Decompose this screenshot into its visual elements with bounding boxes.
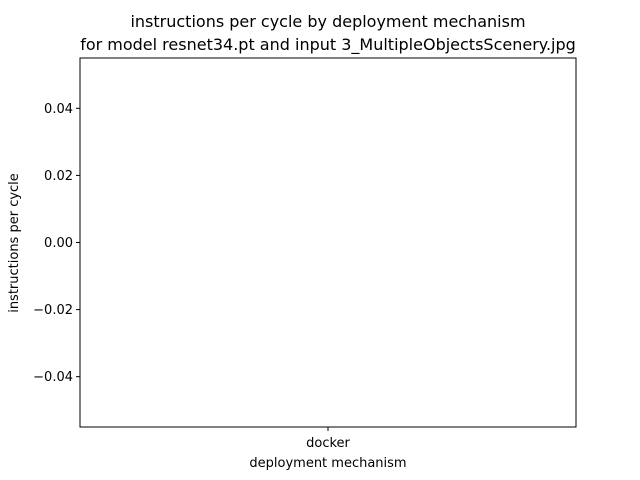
plot-area <box>79 57 577 428</box>
y-axis-ticks: 0.04 0.02 0.00 −0.02 −0.04 <box>33 102 80 385</box>
y-tick-label: 0.00 <box>44 236 73 251</box>
y-tick-label: 0.04 <box>44 102 73 117</box>
chart-title: instructions per cycle by deployment mec… <box>130 12 525 31</box>
y-tick-label: −0.02 <box>33 303 73 318</box>
y-axis-label: instructions per cycle <box>7 173 22 313</box>
x-axis-ticks: docker <box>306 427 351 451</box>
x-tick-label: docker <box>306 436 350 451</box>
y-tick-label: 0.02 <box>44 169 73 184</box>
x-axis-label: deployment mechanism <box>249 456 406 471</box>
y-tick-label: −0.04 <box>33 370 73 385</box>
chart-subtitle: for model resnet34.pt and input 3_Multip… <box>80 35 576 55</box>
